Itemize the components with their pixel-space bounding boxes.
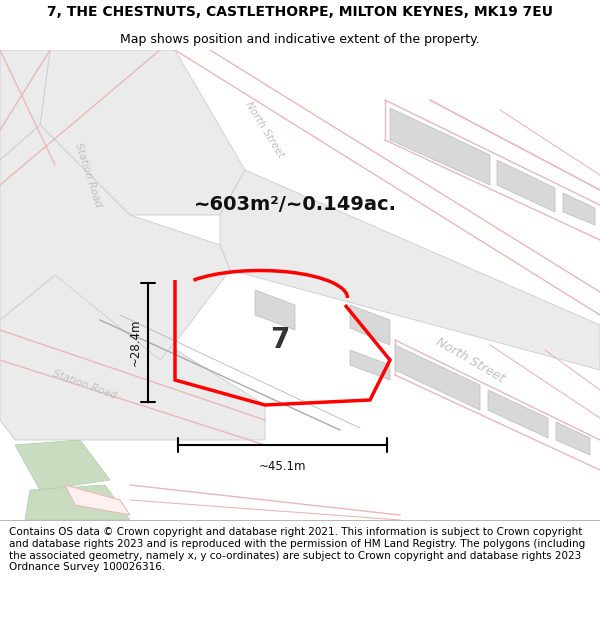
- Text: ~28.4m: ~28.4m: [129, 319, 142, 366]
- Text: North Street: North Street: [433, 335, 506, 385]
- Polygon shape: [0, 275, 265, 440]
- Text: ~45.1m: ~45.1m: [259, 460, 306, 473]
- Polygon shape: [255, 290, 295, 330]
- Text: 7, THE CHESTNUTS, CASTLETHORPE, MILTON KEYNES, MK19 7EU: 7, THE CHESTNUTS, CASTLETHORPE, MILTON K…: [47, 6, 553, 19]
- Polygon shape: [40, 50, 245, 215]
- Polygon shape: [220, 170, 600, 370]
- Polygon shape: [25, 485, 130, 520]
- Polygon shape: [395, 345, 480, 410]
- Text: Station Road: Station Road: [52, 369, 118, 401]
- Polygon shape: [0, 50, 50, 160]
- Polygon shape: [556, 422, 590, 455]
- Text: North Street: North Street: [244, 100, 286, 160]
- Text: Map shows position and indicative extent of the property.: Map shows position and indicative extent…: [120, 32, 480, 46]
- Polygon shape: [15, 440, 110, 490]
- Polygon shape: [350, 350, 390, 380]
- Text: ~603m²/~0.149ac.: ~603m²/~0.149ac.: [193, 196, 397, 214]
- Polygon shape: [0, 125, 230, 360]
- Polygon shape: [497, 160, 555, 212]
- Text: 7: 7: [271, 326, 290, 354]
- Polygon shape: [350, 305, 390, 345]
- Polygon shape: [65, 485, 130, 515]
- Text: Contains OS data © Crown copyright and database right 2021. This information is : Contains OS data © Crown copyright and d…: [9, 528, 585, 572]
- Polygon shape: [390, 108, 490, 185]
- Text: Station Road: Station Road: [73, 142, 103, 208]
- Polygon shape: [488, 390, 548, 438]
- Polygon shape: [563, 193, 595, 225]
